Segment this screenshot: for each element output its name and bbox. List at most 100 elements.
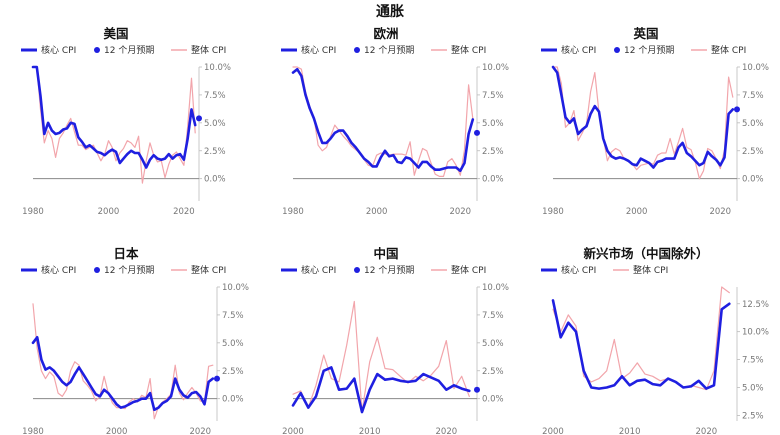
x-tick-label: 2020 bbox=[173, 207, 195, 217]
legend-core-label: 核心 CPI bbox=[561, 44, 596, 56]
legend-headline-label: 整体 CPI bbox=[711, 44, 746, 56]
x-tick-label: 1980 bbox=[542, 207, 564, 217]
headline-cpi-line bbox=[292, 66, 474, 177]
core-cpi-line bbox=[291, 67, 475, 173]
expectation-point bbox=[214, 375, 220, 382]
core-cpi-line bbox=[291, 366, 471, 414]
y-tick-label: 2.5% bbox=[742, 411, 764, 421]
core-cpi-line bbox=[551, 299, 731, 390]
panel-title: 中国 bbox=[373, 246, 398, 261]
y-tick-label: 10.0% bbox=[742, 328, 769, 338]
x-tick-label: 1980 bbox=[22, 427, 44, 435]
y-tick-label: 7.5% bbox=[482, 311, 504, 321]
y-tick-label: 5.0% bbox=[482, 119, 504, 129]
legend-expect-swatch bbox=[94, 47, 100, 53]
y-tick-label: 5.0% bbox=[482, 339, 504, 349]
legend-core-label: 核心 CPI bbox=[41, 264, 76, 276]
legend-expect-label: 12 个月预期 bbox=[364, 45, 414, 56]
legend-expect-label: 12 个月预期 bbox=[624, 45, 674, 56]
y-tick-label: 10.0% bbox=[742, 63, 769, 73]
headline-cpi-line bbox=[32, 303, 214, 420]
legend-expect-label: 12 个月预期 bbox=[364, 265, 414, 276]
main-title: 通胀 bbox=[376, 4, 404, 20]
x-tick-label: 2000 bbox=[98, 207, 120, 217]
x-tick-label: 2000 bbox=[106, 427, 128, 435]
core-cpi-line bbox=[31, 335, 215, 412]
legend-core-label: 核心 CPI bbox=[301, 264, 336, 276]
x-tick-label: 2000 bbox=[626, 207, 648, 217]
x-tick-label: 2000 bbox=[366, 207, 388, 217]
x-tick-label: 2020 bbox=[189, 427, 211, 435]
y-tick-label: 7.5% bbox=[204, 91, 226, 101]
legend-core-label: 核心 CPI bbox=[561, 264, 596, 276]
headline-cpi-line bbox=[292, 300, 470, 413]
x-tick-label: 2020 bbox=[436, 427, 458, 435]
panel-title: 美国 bbox=[103, 26, 128, 41]
expectation-point bbox=[196, 115, 202, 122]
x-tick-label: 2010 bbox=[359, 427, 381, 435]
y-tick-label: 0.0% bbox=[742, 175, 764, 185]
y-tick-label: 5.0% bbox=[742, 384, 764, 394]
x-tick-label: 1980 bbox=[22, 207, 44, 217]
y-tick-label: 10.0% bbox=[482, 283, 509, 293]
y-tick-label: 2.5% bbox=[482, 147, 504, 157]
x-tick-label: 2020 bbox=[449, 207, 471, 217]
headline-cpi-line bbox=[552, 286, 730, 391]
y-tick-label: 2.5% bbox=[482, 367, 504, 377]
legend-headline-label: 整体 CPI bbox=[451, 264, 486, 276]
expectation-point bbox=[474, 386, 480, 393]
legend-expect-swatch bbox=[354, 267, 360, 273]
y-tick-label: 10.0% bbox=[482, 63, 509, 73]
panel-title: 新兴市场（中国除外） bbox=[583, 246, 708, 261]
legend-headline-label: 整体 CPI bbox=[633, 264, 668, 276]
core-cpi-line bbox=[551, 65, 735, 169]
chart-panel: 新兴市场（中国除外） 核心 CPI 整体 CPI 2.5% 5.0% 7.5% 10.0% 1… bbox=[541, 246, 769, 435]
legend-expect-swatch bbox=[354, 47, 360, 53]
legend-expect-swatch bbox=[614, 47, 620, 53]
y-tick-label: 7.5% bbox=[742, 91, 764, 101]
legend-core-label: 核心 CPI bbox=[41, 44, 76, 56]
legend-expect-swatch bbox=[94, 267, 100, 273]
y-tick-label: 2.5% bbox=[222, 367, 244, 377]
x-tick-label: 2000 bbox=[282, 427, 304, 435]
core-cpi-line bbox=[31, 65, 197, 169]
legend-headline-label: 整体 CPI bbox=[191, 264, 226, 276]
y-tick-label: 0.0% bbox=[222, 395, 244, 405]
panel-title: 英国 bbox=[633, 26, 658, 41]
y-tick-label: 7.5% bbox=[482, 91, 504, 101]
y-tick-label: 12.5% bbox=[742, 300, 769, 310]
y-tick-label: 2.5% bbox=[742, 147, 764, 157]
y-tick-label: 2.5% bbox=[204, 147, 226, 157]
legend-expect-label: 12 个月预期 bbox=[104, 45, 154, 56]
y-tick-label: 10.0% bbox=[222, 283, 249, 293]
panel-title: 欧洲 bbox=[373, 26, 398, 41]
panel-title: 日本 bbox=[113, 246, 139, 261]
legend-headline-label: 整体 CPI bbox=[451, 44, 486, 56]
legend-expect-label: 12 个月预期 bbox=[104, 265, 154, 276]
y-tick-label: 5.0% bbox=[222, 339, 244, 349]
y-tick-label: 0.0% bbox=[482, 175, 504, 185]
expectation-point bbox=[474, 129, 480, 136]
headline-cpi-line bbox=[32, 66, 196, 184]
x-tick-label: 2000 bbox=[542, 427, 564, 435]
x-tick-label: 2020 bbox=[696, 427, 718, 435]
y-tick-label: 10.0% bbox=[204, 63, 231, 73]
y-tick-label: 5.0% bbox=[204, 119, 226, 129]
legend-core-label: 核心 CPI bbox=[301, 44, 336, 56]
headline-cpi-line bbox=[552, 66, 734, 180]
y-tick-label: 0.0% bbox=[204, 175, 226, 185]
x-tick-label: 2010 bbox=[619, 427, 641, 435]
y-tick-label: 7.5% bbox=[222, 311, 244, 321]
legend-headline-label: 整体 CPI bbox=[191, 44, 226, 56]
y-tick-label: 0.0% bbox=[482, 395, 504, 405]
x-tick-label: 1980 bbox=[282, 207, 304, 217]
x-tick-label: 2020 bbox=[709, 207, 731, 217]
expectation-point bbox=[734, 106, 740, 113]
y-tick-label: 5.0% bbox=[742, 119, 764, 129]
